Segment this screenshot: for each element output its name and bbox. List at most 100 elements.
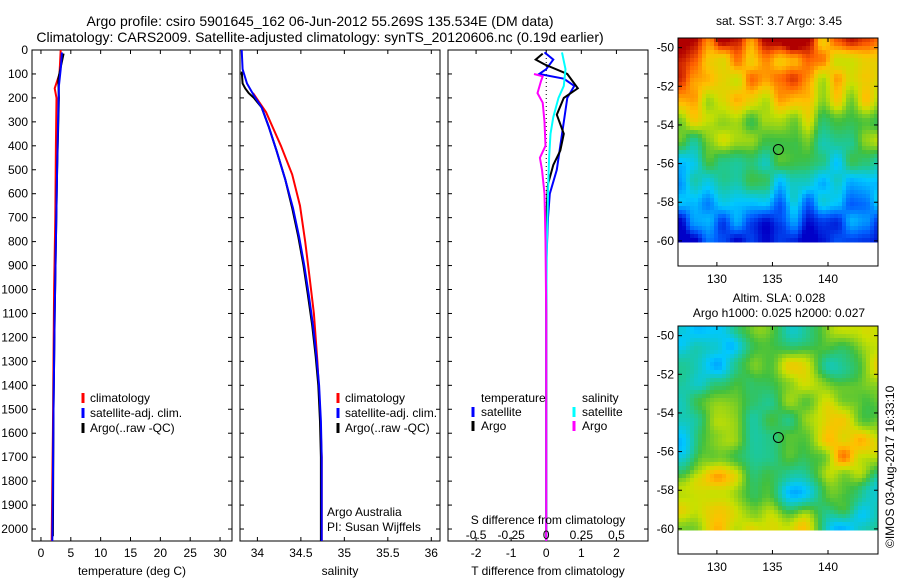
map-cell bbox=[850, 370, 855, 375]
map-cell bbox=[810, 110, 815, 115]
map-cell bbox=[710, 366, 715, 371]
map-cell bbox=[870, 82, 875, 87]
map-cell bbox=[690, 150, 695, 155]
map-cell bbox=[766, 190, 771, 195]
map-cell bbox=[874, 214, 879, 219]
map-cell bbox=[826, 102, 831, 107]
map-cell bbox=[870, 426, 875, 431]
map-cell bbox=[826, 238, 831, 243]
map-cell bbox=[770, 406, 775, 411]
map-cell bbox=[726, 418, 731, 423]
series-satellite-adj-clim- bbox=[51, 52, 63, 541]
map-cell bbox=[794, 186, 799, 191]
map-cell bbox=[738, 174, 743, 179]
map-cell bbox=[694, 66, 699, 71]
map-cell bbox=[862, 214, 867, 219]
map-cell bbox=[690, 174, 695, 179]
map-cell bbox=[770, 78, 775, 83]
map-cell bbox=[678, 222, 683, 227]
map-cell bbox=[750, 70, 755, 75]
map-cell bbox=[690, 126, 695, 131]
map-cell bbox=[782, 90, 787, 95]
map-cell bbox=[762, 414, 767, 419]
map-cell bbox=[850, 222, 855, 227]
map-cell bbox=[858, 230, 863, 235]
map-cell bbox=[714, 478, 719, 483]
map-cell bbox=[710, 146, 715, 151]
map-cell bbox=[818, 374, 823, 379]
map-cell bbox=[830, 374, 835, 379]
map-cell bbox=[834, 54, 839, 59]
map-cell bbox=[842, 166, 847, 171]
map-cell bbox=[810, 170, 815, 175]
map-cell bbox=[690, 398, 695, 403]
map-cell bbox=[786, 346, 791, 351]
map-cell bbox=[710, 474, 715, 479]
map-cell bbox=[774, 206, 779, 211]
map-cell bbox=[726, 474, 731, 479]
map-cell bbox=[698, 210, 703, 215]
map-cell bbox=[850, 138, 855, 143]
map-cell bbox=[758, 222, 763, 227]
map-cell bbox=[766, 186, 771, 191]
map-cell bbox=[782, 382, 787, 387]
map-cell bbox=[842, 342, 847, 347]
map-cell bbox=[730, 158, 735, 163]
map-cell bbox=[806, 174, 811, 179]
map-cell bbox=[862, 86, 867, 91]
map-cell bbox=[834, 186, 839, 191]
map-cell bbox=[706, 358, 711, 363]
map-cell bbox=[826, 138, 831, 143]
map-cell bbox=[746, 46, 751, 51]
map-cell bbox=[798, 326, 803, 331]
map-cell bbox=[758, 446, 763, 451]
map-cell bbox=[826, 54, 831, 59]
map-cell bbox=[698, 438, 703, 443]
map-cell bbox=[746, 186, 751, 191]
map-cell bbox=[814, 134, 819, 139]
map-cell bbox=[694, 422, 699, 427]
map-cell bbox=[702, 330, 707, 335]
map-cell bbox=[782, 78, 787, 83]
map-cell bbox=[850, 238, 855, 243]
map-cell bbox=[750, 50, 755, 55]
map-cell bbox=[814, 74, 819, 79]
map-cell bbox=[778, 450, 783, 455]
map-cell bbox=[726, 398, 731, 403]
map-cell bbox=[798, 170, 803, 175]
map-cell bbox=[714, 62, 719, 67]
map-cell bbox=[734, 406, 739, 411]
map-cell bbox=[722, 346, 727, 351]
map-cell bbox=[710, 386, 715, 391]
diff-s-tick-label: 0.25 bbox=[570, 528, 594, 542]
map-cell bbox=[678, 430, 683, 435]
map-cell bbox=[682, 154, 687, 159]
map-cell bbox=[754, 334, 759, 339]
map-cell bbox=[826, 370, 831, 375]
map-cell bbox=[750, 194, 755, 199]
map-cell bbox=[854, 346, 859, 351]
map-cell bbox=[770, 382, 775, 387]
map-cell bbox=[834, 330, 839, 335]
map-cell bbox=[834, 202, 839, 207]
map-cell bbox=[742, 66, 747, 71]
map-cell bbox=[722, 58, 727, 63]
map-cell bbox=[738, 214, 743, 219]
map-cell bbox=[870, 382, 875, 387]
map-cell bbox=[802, 366, 807, 371]
map-cell bbox=[726, 366, 731, 371]
map-cell bbox=[866, 458, 871, 463]
map-cell bbox=[874, 494, 879, 499]
map-cell bbox=[814, 398, 819, 403]
map-cell bbox=[734, 134, 739, 139]
map-cell bbox=[834, 410, 839, 415]
map-cell bbox=[846, 154, 851, 159]
map-cell bbox=[874, 66, 879, 71]
map-cell bbox=[678, 386, 683, 391]
map-cell bbox=[690, 210, 695, 215]
map-cell bbox=[766, 418, 771, 423]
map-cell bbox=[698, 78, 703, 83]
temp-frame bbox=[31, 49, 233, 542]
map-cell bbox=[774, 138, 779, 143]
map-cell bbox=[782, 186, 787, 191]
